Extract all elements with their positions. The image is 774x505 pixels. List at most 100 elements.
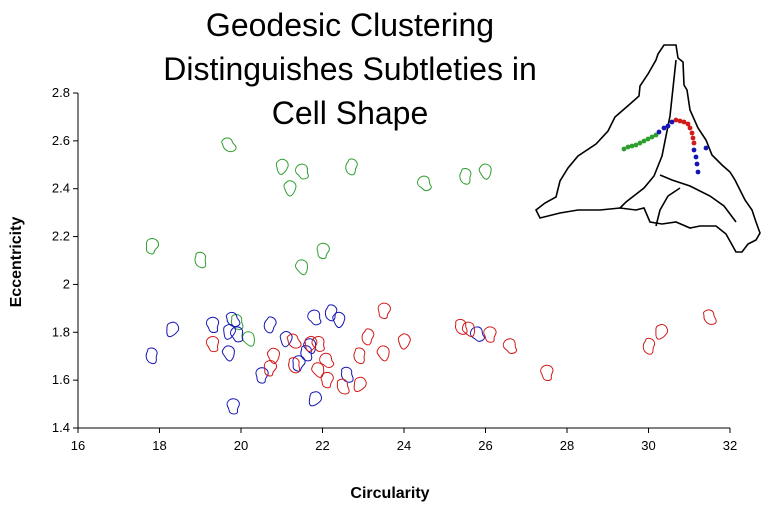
inset-geodesic-dot xyxy=(685,121,691,127)
y-tick-label: 2.6 xyxy=(52,133,70,148)
inset-geodesic-dot xyxy=(633,142,639,148)
data-point xyxy=(288,357,301,374)
inset-geodesic-dot xyxy=(694,161,700,167)
data-point xyxy=(221,137,237,153)
data-point xyxy=(225,311,241,328)
x-tick-label: 26 xyxy=(478,438,492,453)
data-point xyxy=(166,321,180,338)
data-point xyxy=(340,366,354,383)
data-point xyxy=(361,328,375,346)
inset-geodesic-dot xyxy=(649,134,655,140)
inset-geodesic-dot xyxy=(656,129,662,135)
cell-inner-boundary xyxy=(659,174,737,223)
data-marks xyxy=(145,137,717,415)
data-point xyxy=(397,333,411,350)
data-point xyxy=(353,376,367,393)
data-point xyxy=(205,316,220,333)
x-tick-label: 22 xyxy=(315,438,329,453)
data-point xyxy=(223,323,236,340)
inset-geodesic-dot xyxy=(665,123,671,129)
data-point xyxy=(230,314,244,331)
data-point xyxy=(145,237,160,255)
data-point xyxy=(263,316,277,334)
data-point xyxy=(332,311,346,329)
inset-geodesic-dot xyxy=(645,136,651,142)
x-tick-label: 28 xyxy=(560,438,574,453)
data-point xyxy=(353,347,366,365)
inset-geodesic-dot xyxy=(681,119,687,125)
data-point xyxy=(540,364,554,381)
y-tick-label: 2 xyxy=(63,276,70,291)
data-point xyxy=(283,180,297,197)
data-point xyxy=(454,318,468,335)
data-point xyxy=(230,326,244,343)
y-tick-label: 1.4 xyxy=(52,420,70,435)
data-point xyxy=(255,367,269,384)
data-point xyxy=(205,336,220,353)
x-tick-label: 16 xyxy=(71,438,85,453)
data-point xyxy=(308,391,322,407)
inset-geodesic-dot xyxy=(689,130,695,136)
data-point xyxy=(303,338,317,355)
inset-geodesic-dot xyxy=(641,138,647,144)
data-point xyxy=(320,371,334,389)
data-point xyxy=(194,251,207,269)
data-point xyxy=(316,242,330,260)
inset-geodesic-dot xyxy=(653,132,659,138)
data-point xyxy=(655,324,669,340)
data-point xyxy=(461,321,476,338)
axes: 16 18 20 22 24 26 28 30 32 1.4 1.6 1.8 2 2.2 2.4 2.6 2.8 xyxy=(52,85,737,453)
inset-geodesic-dot xyxy=(637,140,643,146)
cell-outline xyxy=(534,44,761,253)
data-point xyxy=(286,333,302,349)
inset-geodesic-dot xyxy=(691,147,697,153)
data-point xyxy=(275,158,289,175)
data-point xyxy=(263,360,278,377)
inset-geodesic-dot xyxy=(625,144,631,150)
cell-inner-boundary xyxy=(655,187,681,227)
data-point xyxy=(221,345,235,362)
data-point xyxy=(292,355,306,372)
inset-geodesic-dot xyxy=(687,125,693,131)
data-point xyxy=(642,337,656,355)
inset-geodesic-dot xyxy=(629,143,635,149)
inset-geodesic-dot xyxy=(677,118,683,124)
data-point xyxy=(470,326,485,342)
data-point xyxy=(319,352,335,369)
data-point xyxy=(279,331,293,348)
data-point xyxy=(311,335,325,352)
x-tick-label: 24 xyxy=(397,438,411,453)
x-tick-label: 18 xyxy=(152,438,166,453)
data-point xyxy=(459,167,472,185)
inset-geodesic-dot xyxy=(661,125,667,131)
cell-inner-boundary xyxy=(619,59,677,209)
y-axis-label: Eccentricity xyxy=(8,217,25,308)
chart-title-line-3: Cell Shape xyxy=(271,95,429,131)
data-point xyxy=(145,347,158,365)
inset-geodesic-dot xyxy=(703,145,709,151)
inset-geodesic-dot xyxy=(673,117,679,123)
data-point xyxy=(377,302,391,319)
y-tick-label: 1.8 xyxy=(52,324,70,339)
data-point xyxy=(226,398,240,415)
inset-geodesic-dot xyxy=(691,140,697,146)
data-point xyxy=(266,347,280,364)
data-point xyxy=(294,259,308,276)
data-point xyxy=(376,345,390,362)
y-tick-label: 1.6 xyxy=(52,372,70,387)
data-point xyxy=(703,309,717,325)
data-point xyxy=(478,163,492,180)
inset-geodesic-dot xyxy=(695,169,701,175)
data-point xyxy=(336,378,350,395)
data-point xyxy=(483,326,497,343)
y-tick-label: 2.8 xyxy=(52,85,70,100)
inset-geodesic-dot xyxy=(669,119,675,125)
cell-shape-inset xyxy=(534,44,761,253)
y-tick-label: 2.2 xyxy=(52,229,70,244)
inset-geodesic-dot xyxy=(621,146,627,152)
data-point xyxy=(417,175,432,192)
x-tick-label: 20 xyxy=(234,438,248,453)
x-axis-label: Circularity xyxy=(350,485,429,502)
inset-geodesic-dot xyxy=(690,135,696,141)
